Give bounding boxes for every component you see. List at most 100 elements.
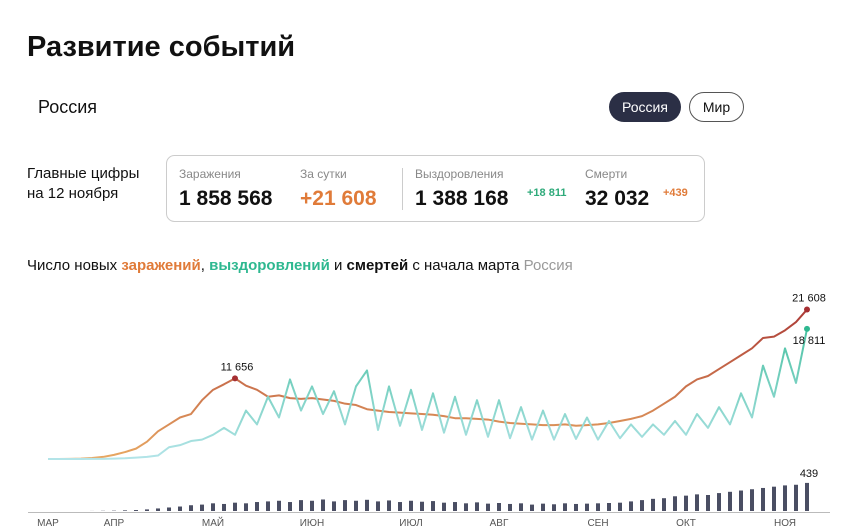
region-name: Россия: [38, 97, 97, 117]
title-part: Число новых: [27, 257, 121, 274]
bar: [783, 485, 787, 511]
series-name: смертей: [347, 257, 409, 274]
chart-region: Россия: [524, 257, 573, 274]
bar: [574, 503, 578, 511]
bar: [145, 509, 149, 511]
bar: [497, 503, 501, 511]
tab-world[interactable]: Мир: [689, 92, 744, 122]
bar: [717, 493, 721, 511]
series-line: [47, 308, 808, 460]
bar: [266, 501, 270, 511]
bar: [662, 498, 666, 511]
bar: [277, 500, 281, 511]
bar: [365, 499, 369, 511]
bar: [706, 495, 710, 511]
point-marker: [804, 325, 810, 332]
stat-label: Заражения: [179, 167, 241, 181]
stat-value: 32 032: [585, 187, 649, 210]
bar: [464, 503, 468, 511]
page-title: Развитие событий: [27, 31, 295, 63]
bar: [376, 501, 380, 511]
bar: [640, 500, 644, 511]
bar: [805, 482, 809, 511]
bar: [321, 499, 325, 511]
stat-value: 1 388 168: [415, 187, 509, 210]
bar: [486, 503, 490, 511]
bar: [233, 502, 237, 511]
bar: [420, 501, 424, 511]
bar: [343, 500, 347, 511]
bar: [695, 494, 699, 511]
stat-label: За сутки: [300, 167, 347, 181]
bar: [552, 504, 556, 511]
x-tick-label: АВГ: [490, 518, 509, 529]
bar: [750, 489, 754, 511]
x-tick-label: СЕН: [587, 518, 608, 529]
bar: [585, 503, 589, 511]
bar: [673, 496, 677, 511]
x-tick-label: АПР: [104, 518, 125, 529]
bar: [651, 498, 655, 511]
bar: [178, 506, 182, 511]
title-part: с начала марта: [408, 257, 523, 274]
bar: [618, 502, 622, 511]
chart-title: Число новых заражений, выздоровлений и с…: [27, 257, 573, 274]
tab-russia[interactable]: Россия: [609, 92, 681, 122]
bar: [189, 505, 193, 511]
bar: [684, 495, 688, 511]
bar: [167, 507, 171, 511]
series-line: [48, 328, 808, 460]
x-tick-label: МАЙ: [202, 516, 224, 529]
bar: [794, 484, 798, 511]
bar: [508, 503, 512, 511]
bar: [530, 504, 534, 511]
tab-label: Мир: [703, 99, 730, 115]
bar: [728, 491, 732, 511]
stat-label: Выздоровления: [415, 167, 504, 181]
tab-background: [689, 92, 744, 122]
bar: [541, 503, 545, 511]
bar: [563, 503, 567, 511]
x-tick-label: ИЮЛ: [399, 518, 422, 529]
data-label: 439: [800, 468, 818, 480]
bar: [772, 486, 776, 511]
x-tick-label: МАР: [37, 518, 59, 529]
bar: [255, 502, 259, 511]
title-part: и: [330, 257, 347, 274]
bar: [629, 501, 633, 511]
data-label: 11 656: [221, 361, 254, 373]
stat-delta: +439: [663, 187, 688, 199]
series-name: заражений: [121, 257, 200, 274]
x-tick-label: НОЯ: [774, 518, 796, 529]
summary-caption: на 12 ноября: [27, 185, 118, 202]
bar: [156, 508, 160, 511]
bar: [519, 503, 523, 511]
point-marker: [232, 375, 238, 382]
bar: [398, 502, 402, 511]
bar: [200, 504, 204, 511]
tab-label: Россия: [622, 99, 668, 115]
bar: [332, 501, 336, 511]
bar: [288, 502, 292, 511]
bar: [123, 510, 127, 511]
tab-background: [609, 92, 681, 122]
x-tick-label: ИЮН: [300, 518, 325, 529]
stat-value: 1 858 568: [179, 187, 273, 210]
point-marker: [804, 306, 810, 313]
stat-label: Смерти: [585, 167, 627, 181]
bar: [299, 500, 303, 511]
series-name: выздоровлений: [209, 257, 330, 274]
data-label: 18 811: [793, 335, 826, 347]
bar: [409, 500, 413, 511]
bar: [222, 503, 226, 511]
summary-box: [166, 155, 705, 222]
bar: [431, 501, 435, 511]
bar: [739, 490, 743, 511]
bar: [596, 503, 600, 511]
bar: [244, 503, 248, 511]
bar: [387, 500, 391, 511]
bar: [607, 503, 611, 511]
bar: [134, 510, 138, 511]
bar: [453, 502, 457, 511]
